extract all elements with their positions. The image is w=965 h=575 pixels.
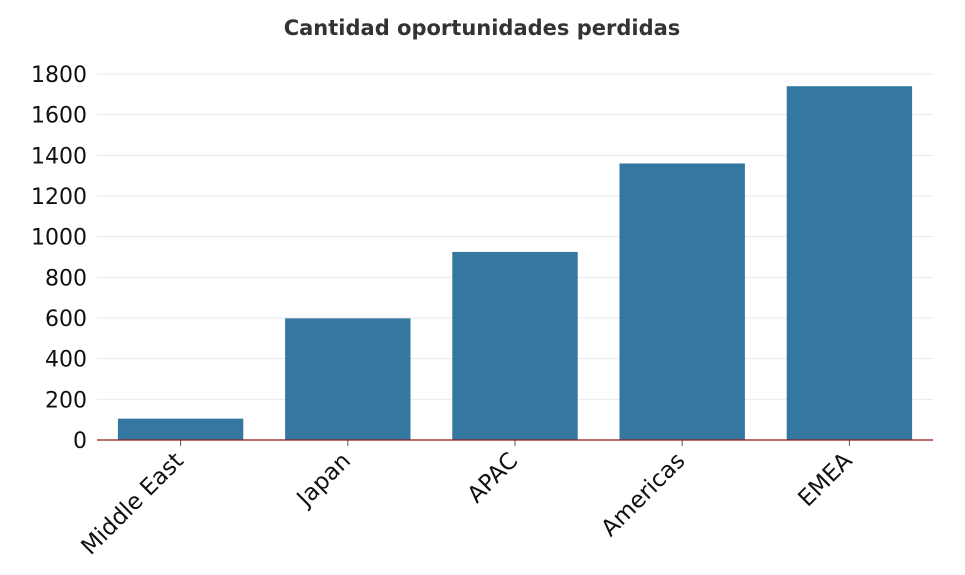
y-tick-label: 1800 bbox=[31, 63, 87, 88]
y-tick-label: 0 bbox=[73, 429, 87, 454]
gridlines bbox=[97, 73, 933, 400]
x-tick-label: EMEA bbox=[794, 448, 858, 512]
chart-title: Cantidad oportunidades perdidas bbox=[284, 16, 681, 40]
y-tick-label: 400 bbox=[45, 348, 87, 373]
bar bbox=[285, 318, 411, 440]
x-tick-label: Japan bbox=[291, 448, 356, 513]
y-tick-label: 200 bbox=[45, 388, 87, 413]
y-tick-label: 600 bbox=[45, 307, 87, 332]
bar bbox=[452, 251, 578, 440]
bar bbox=[619, 163, 745, 440]
x-tick-label: Middle East bbox=[76, 448, 188, 560]
y-tick-label: 1600 bbox=[31, 104, 87, 129]
x-axis-tick-labels: Middle East Japan APAC Americas EMEA bbox=[76, 448, 857, 561]
bar bbox=[117, 418, 244, 440]
y-axis-tick-labels: 0 200 400 600 800 1000 1200 1400 1600 1800 bbox=[31, 63, 87, 454]
y-tick-label: 1200 bbox=[31, 185, 87, 210]
bar bbox=[786, 86, 913, 440]
x-tick-label: APAC bbox=[463, 448, 523, 508]
x-tick-label: Americas bbox=[596, 448, 690, 542]
bars bbox=[117, 86, 913, 440]
axes bbox=[97, 439, 933, 446]
y-tick-label: 1400 bbox=[31, 144, 87, 169]
y-tick-label: 1000 bbox=[31, 226, 87, 251]
y-tick-label: 800 bbox=[45, 266, 87, 291]
